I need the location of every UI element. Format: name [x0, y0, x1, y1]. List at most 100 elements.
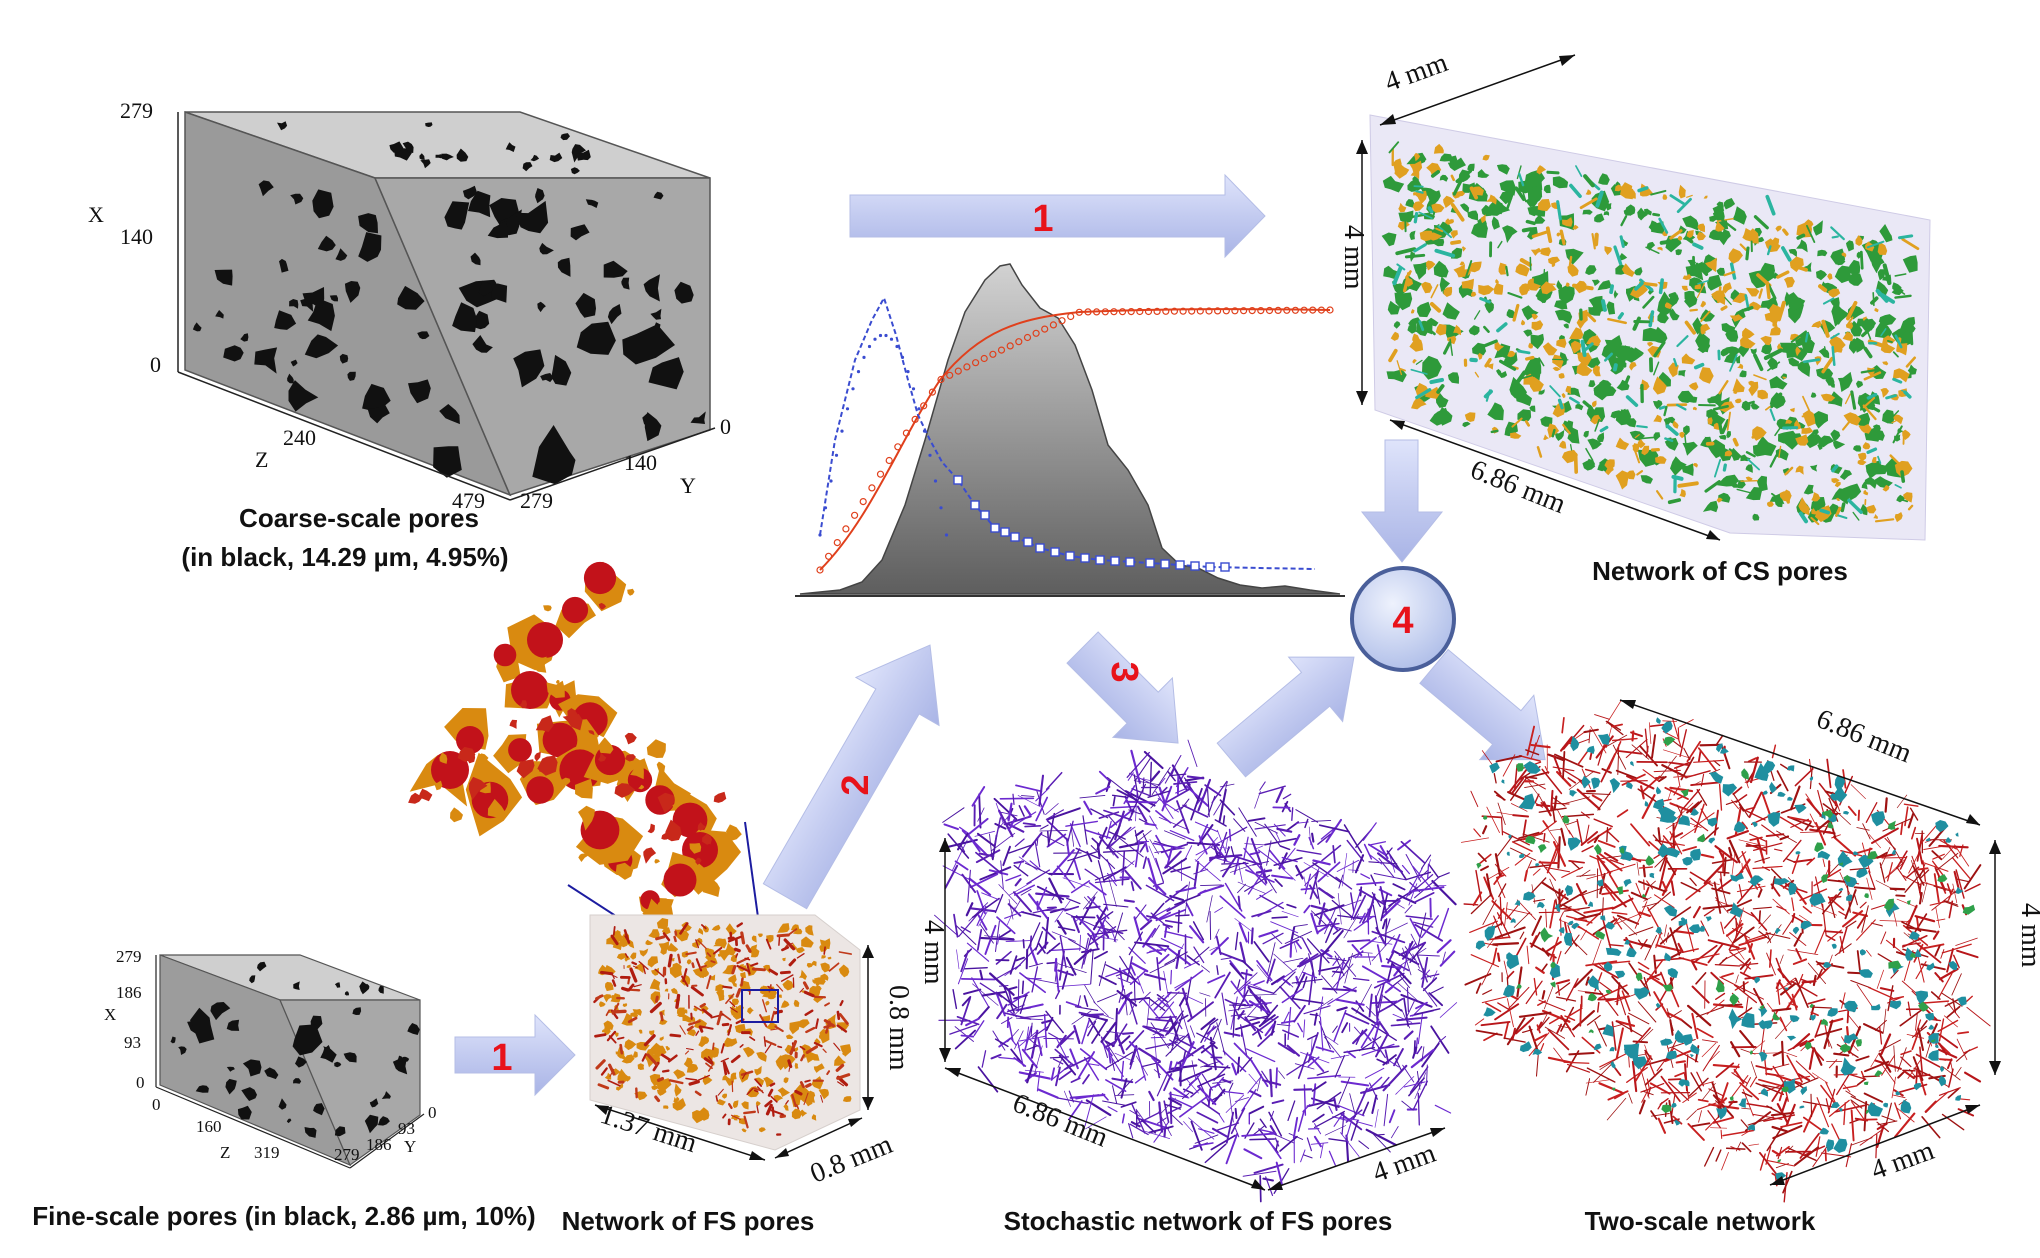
cumulative-marker [1006, 342, 1014, 350]
two-scale-throat [1881, 1115, 1896, 1122]
stochastic-throat [1098, 811, 1120, 820]
pore-blob [603, 260, 628, 278]
two-scale-pore [1741, 768, 1749, 780]
cs-pore [1656, 399, 1661, 405]
two-scale-throat [1692, 944, 1718, 965]
stochastic-throat [1377, 852, 1403, 873]
two-scale-pore [1928, 1049, 1939, 1061]
cs-throat [1740, 480, 1758, 482]
distribution-marker [900, 355, 905, 359]
two-scale-throat [1752, 865, 1783, 870]
two-scale-throat [1856, 983, 1873, 1008]
stochastic-throat [963, 988, 982, 995]
stochastic-throat [1239, 941, 1246, 962]
stochastic-throat [1421, 1046, 1425, 1062]
cs-pore [1653, 414, 1662, 423]
two-scale-throat [1732, 792, 1749, 818]
stochastic-throat [1237, 895, 1241, 910]
fs-throat [733, 947, 741, 953]
stochastic-throat [1356, 881, 1385, 886]
stochastic-throat [1175, 949, 1181, 970]
pore-blob [334, 982, 341, 988]
cs-throat [1728, 448, 1743, 458]
two-scale-throat [1494, 926, 1526, 939]
cluster-fragment [418, 788, 433, 802]
two-scale-pore [1709, 771, 1724, 784]
cs-pore [1855, 412, 1871, 427]
pore-blob [549, 152, 563, 163]
two-scale-throat [1631, 744, 1650, 760]
stochastic-throat [1022, 938, 1025, 949]
cs-throat [1892, 351, 1899, 358]
distribution-curve-markers [818, 333, 1230, 572]
cs-throat [1810, 516, 1820, 526]
fs-throat [608, 1063, 616, 1076]
two-scale-throat [1889, 996, 1905, 1001]
stochastic-throat [1330, 1054, 1350, 1060]
stochastic-throat [1169, 1091, 1173, 1125]
cs-throat [1402, 276, 1410, 293]
two-scale-throat [1482, 899, 1497, 926]
stochastic-throat [1406, 867, 1423, 898]
two-scale-throat [1599, 1057, 1620, 1070]
cs-pore [1621, 263, 1635, 277]
stochastic-throat [1048, 1032, 1063, 1042]
cs-pore [1653, 432, 1661, 441]
two-scale-pore [1656, 717, 1661, 724]
two-scale-throat [1657, 1101, 1663, 1110]
cs-throat [1593, 232, 1599, 247]
stochastic-throat [1303, 904, 1311, 914]
stochastic-throat [1268, 1111, 1283, 1137]
cs-pore [1877, 269, 1886, 281]
pore-blob [210, 1002, 231, 1021]
pore-blob [320, 1047, 337, 1063]
two-scale-throat [1621, 773, 1646, 786]
cs-throat [1595, 190, 1604, 208]
stochastic-throat [1376, 978, 1390, 983]
cs-throat [1885, 394, 1897, 400]
fs-throat [697, 939, 708, 950]
cumulative-marker [1092, 308, 1101, 316]
stochastic-throat [1361, 1101, 1370, 1116]
stochastic-throat [1249, 1138, 1276, 1141]
cs-throat [1511, 417, 1523, 428]
stochastic-throat [971, 897, 1000, 919]
two-scale-throat [1601, 917, 1612, 949]
cs-pore [1461, 246, 1466, 252]
two-scale-throat [1912, 1056, 1924, 1081]
cs-throat [1559, 229, 1566, 246]
two-scale-throat [1617, 744, 1620, 775]
two-scale-throat [1630, 823, 1651, 847]
cs-throat [1894, 273, 1907, 277]
two-scale-throat [1592, 963, 1619, 979]
cs-throat [1599, 425, 1609, 433]
fs-caption: Network of FS pores [562, 1206, 815, 1236]
stochastic-throat [1355, 950, 1364, 959]
cs-throat [1892, 425, 1903, 444]
cs-pore [1559, 440, 1567, 449]
two-scale-throat [1610, 723, 1623, 728]
two-scale-throat [1885, 1102, 1892, 1126]
cs-throat [1859, 250, 1864, 270]
two-scale-throat [1641, 1089, 1649, 1103]
distribution-marker [944, 533, 949, 537]
two-scale-throat [1721, 972, 1734, 978]
two-scale-pore [1758, 1051, 1768, 1062]
two-scale-throat [1847, 1013, 1861, 1031]
two-scale-throat [1791, 897, 1795, 912]
distribution-marker [856, 370, 861, 374]
fs-pore [719, 947, 733, 961]
two-scale-throat [1496, 952, 1501, 962]
stochastic-throat [1315, 922, 1340, 928]
fs-throat [641, 1053, 647, 1062]
distribution-marker [1175, 560, 1185, 570]
cs-throat [1751, 433, 1759, 439]
stochastic-throat [1286, 903, 1297, 909]
two-scale-throat [1904, 806, 1909, 827]
two-scale-pore [1489, 762, 1500, 774]
two-scale-throat [1606, 826, 1609, 843]
fs-throat [690, 985, 704, 997]
cs-throat [1742, 400, 1755, 407]
cs-throat [1692, 242, 1704, 250]
two-scale-throat [1640, 1083, 1665, 1093]
